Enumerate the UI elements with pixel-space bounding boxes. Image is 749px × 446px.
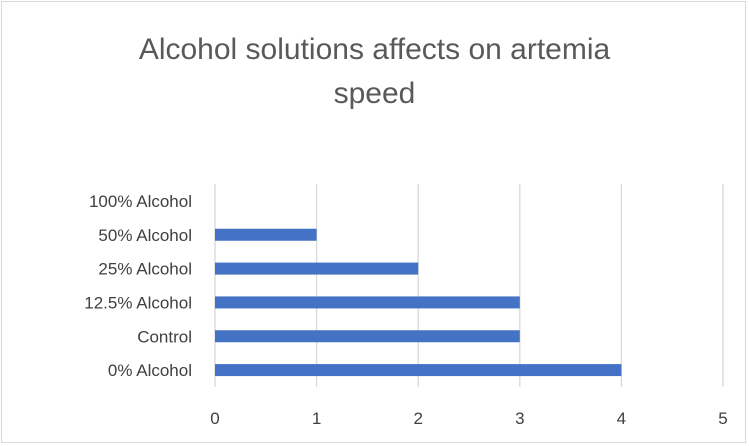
x-tick-label-3: 3 [515,409,524,428]
category-label-2: 12.5% Alcohol [84,293,192,312]
x-tick-label-2: 2 [413,409,422,428]
chart-title-line-2: speed [333,77,416,110]
bar-1 [215,330,520,343]
bar-0 [215,364,622,377]
category-label-4: 50% Alcohol [98,226,192,245]
chart-title: Alcohol solutions affects on artemia spe… [0,28,749,116]
x-tick-label-0: 0 [210,409,219,428]
x-tick-label-1: 1 [312,409,321,428]
category-label-1: Control [137,327,192,346]
x-tick-label-4: 4 [617,409,626,428]
bar-2 [215,296,520,309]
chart-title-line-1: Alcohol solutions affects on artemia [138,33,611,66]
category-label-0: 0% Alcohol [108,361,192,380]
bar-3 [215,262,419,275]
category-label-5: 100% Alcohol [89,192,192,211]
x-tick-label-5: 5 [718,409,727,428]
category-label-3: 25% Alcohol [98,260,192,279]
bar-4 [215,228,317,241]
